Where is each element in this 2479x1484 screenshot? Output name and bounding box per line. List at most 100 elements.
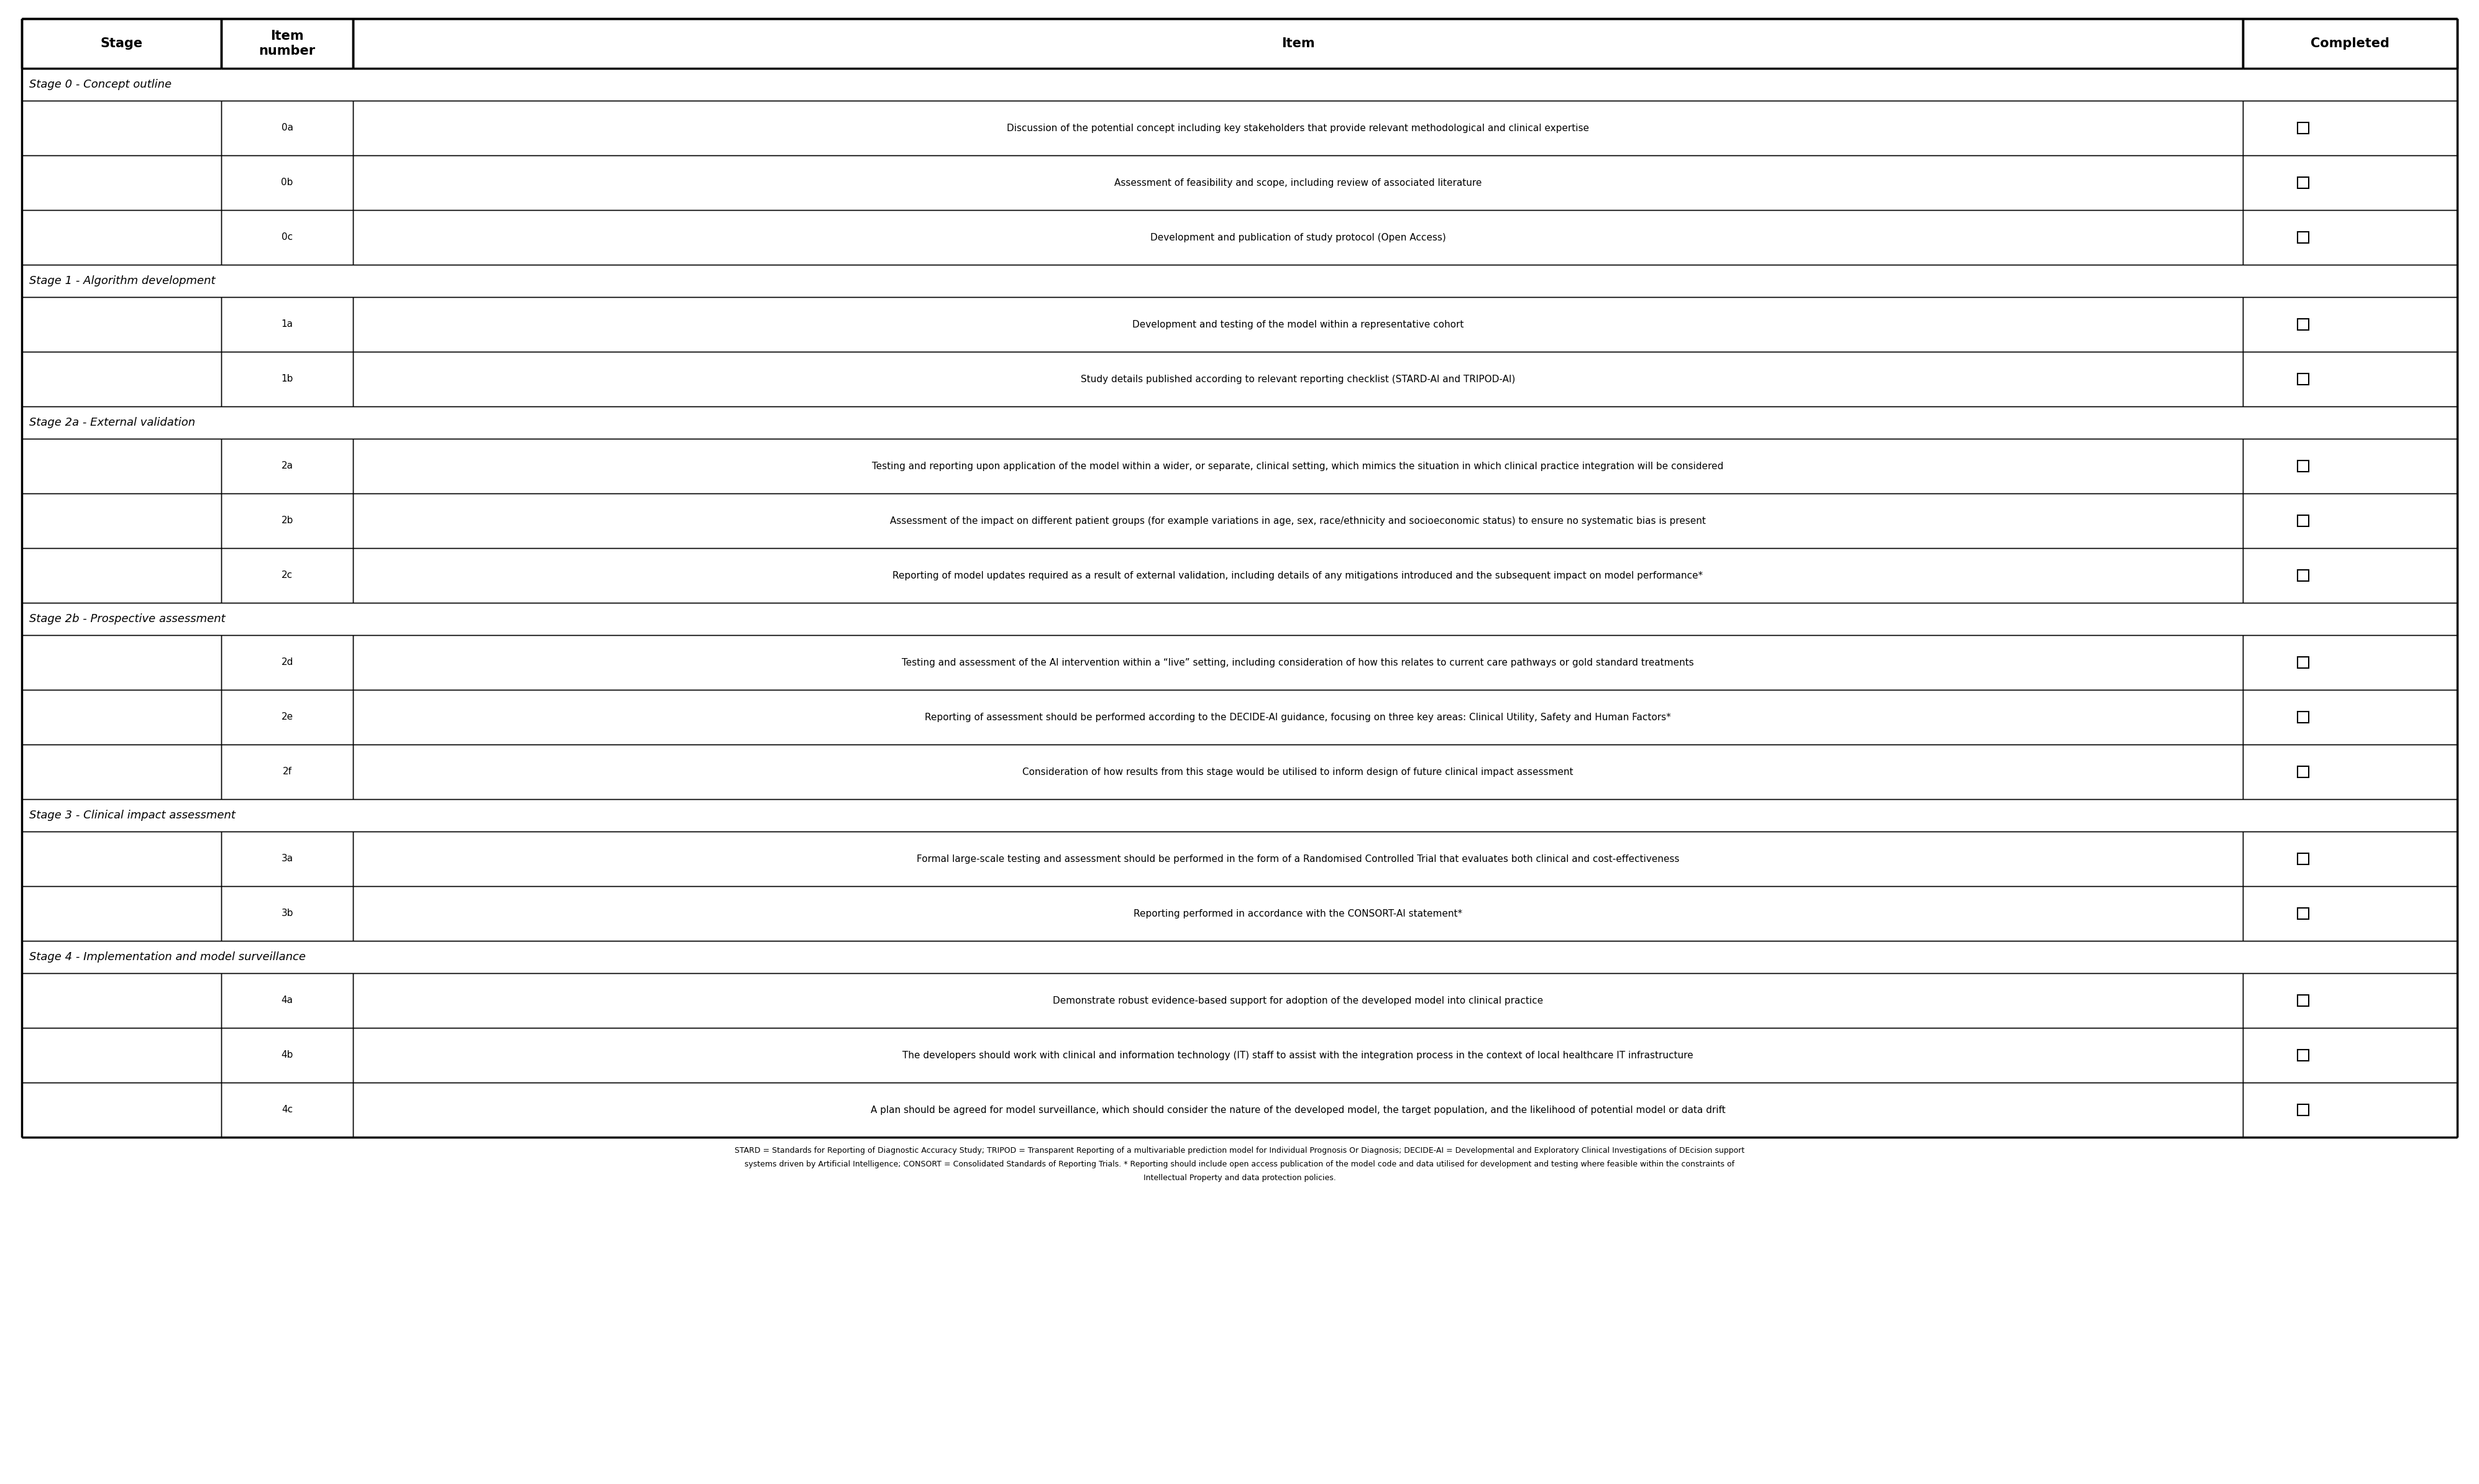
- Bar: [352, 1082, 2243, 1137]
- Text: Stage 3 - Clinical impact assessment: Stage 3 - Clinical impact assessment: [30, 810, 236, 821]
- Bar: [2243, 690, 2457, 745]
- Bar: [221, 690, 352, 745]
- Bar: [221, 548, 352, 603]
- Text: Study details published according to relevant reporting checklist (STARD-AI and : Study details published according to rel…: [1081, 374, 1515, 384]
- Bar: [352, 745, 2243, 800]
- Text: Item: Item: [1282, 37, 1314, 50]
- Bar: [2298, 570, 2308, 582]
- Bar: [352, 886, 2243, 941]
- Bar: [22, 603, 2457, 635]
- Bar: [2243, 297, 2457, 352]
- Bar: [221, 297, 352, 352]
- Text: Reporting of assessment should be performed according to the DECIDE-AI guidance,: Reporting of assessment should be perfor…: [925, 712, 1671, 721]
- Text: Stage 2b - Prospective assessment: Stage 2b - Prospective assessment: [30, 613, 226, 625]
- Text: Demonstrate robust evidence-based support for adoption of the developed model in: Demonstrate robust evidence-based suppor…: [1054, 996, 1542, 1005]
- Bar: [2243, 831, 2457, 886]
- Bar: [22, 211, 221, 264]
- Bar: [352, 439, 2243, 493]
- Text: 1a: 1a: [280, 319, 293, 329]
- Text: Testing and reporting upon application of the model within a wider, or separate,: Testing and reporting upon application o…: [873, 462, 1723, 470]
- Bar: [22, 745, 221, 800]
- Bar: [221, 1028, 352, 1082]
- Bar: [2243, 156, 2457, 211]
- Bar: [352, 352, 2243, 407]
- Bar: [22, 264, 2457, 297]
- Text: Item
number: Item number: [258, 30, 315, 56]
- Bar: [22, 548, 221, 603]
- Bar: [352, 297, 2243, 352]
- Bar: [22, 352, 221, 407]
- Bar: [221, 635, 352, 690]
- Text: The developers should work with clinical and information technology (IT) staff t: The developers should work with clinical…: [902, 1051, 1693, 1060]
- Text: Development and publication of study protocol (Open Access): Development and publication of study pro…: [1150, 233, 1445, 242]
- Bar: [352, 548, 2243, 603]
- Bar: [2298, 711, 2308, 723]
- Bar: [22, 690, 221, 745]
- Text: Discussion of the potential concept including key stakeholders that provide rele: Discussion of the potential concept incl…: [1006, 123, 1589, 132]
- Text: 0c: 0c: [283, 233, 293, 242]
- Bar: [2298, 853, 2308, 864]
- Text: STARD = Standards for Reporting of Diagnostic Accuracy Study; TRIPOD = Transpare: STARD = Standards for Reporting of Diagn…: [734, 1147, 1745, 1155]
- Bar: [2298, 374, 2308, 384]
- Bar: [2243, 211, 2457, 264]
- Bar: [2298, 232, 2308, 243]
- Bar: [2243, 1028, 2457, 1082]
- Bar: [22, 156, 221, 211]
- Bar: [221, 831, 352, 886]
- Text: 2f: 2f: [283, 767, 293, 776]
- Bar: [2298, 460, 2308, 472]
- Text: Reporting performed in accordance with the CONSORT-AI statement*: Reporting performed in accordance with t…: [1133, 908, 1463, 919]
- Text: 3b: 3b: [280, 908, 293, 919]
- Bar: [22, 1028, 221, 1082]
- Bar: [221, 101, 352, 156]
- Bar: [221, 352, 352, 407]
- Text: 1b: 1b: [280, 374, 293, 384]
- Bar: [22, 407, 2457, 439]
- Text: Completed: Completed: [2310, 37, 2390, 50]
- Bar: [352, 1028, 2243, 1082]
- Bar: [2298, 994, 2308, 1006]
- Text: 0a: 0a: [280, 123, 293, 132]
- Text: 4a: 4a: [280, 996, 293, 1005]
- Text: 2b: 2b: [280, 516, 293, 525]
- Text: Stage 1 - Algorithm development: Stage 1 - Algorithm development: [30, 276, 216, 286]
- Text: Testing and assessment of the AI intervention within a “live” setting, including: Testing and assessment of the AI interve…: [902, 657, 1693, 668]
- Bar: [2298, 766, 2308, 778]
- Bar: [22, 297, 221, 352]
- Bar: [2243, 548, 2457, 603]
- Bar: [352, 831, 2243, 886]
- Text: Assessment of feasibility and scope, including review of associated literature: Assessment of feasibility and scope, inc…: [1113, 178, 1482, 187]
- Bar: [22, 941, 2457, 974]
- Bar: [221, 156, 352, 211]
- Text: 4b: 4b: [280, 1051, 293, 1060]
- Bar: [221, 439, 352, 493]
- Bar: [22, 635, 221, 690]
- Bar: [22, 886, 221, 941]
- Text: 4c: 4c: [283, 1106, 293, 1114]
- Text: Intellectual Property and data protection policies.: Intellectual Property and data protectio…: [1143, 1174, 1336, 1181]
- Bar: [2298, 177, 2308, 188]
- Bar: [221, 974, 352, 1028]
- Bar: [221, 1082, 352, 1137]
- Text: 0b: 0b: [280, 178, 293, 187]
- Text: 2c: 2c: [283, 571, 293, 580]
- Text: Reporting of model updates required as a result of external validation, includin: Reporting of model updates required as a…: [892, 571, 1703, 580]
- Bar: [2243, 352, 2457, 407]
- Bar: [2243, 745, 2457, 800]
- Bar: [352, 493, 2243, 548]
- Bar: [2243, 493, 2457, 548]
- Bar: [2298, 122, 2308, 134]
- Bar: [221, 493, 352, 548]
- Bar: [22, 831, 221, 886]
- Text: 2e: 2e: [280, 712, 293, 721]
- Text: 3a: 3a: [280, 855, 293, 864]
- Bar: [221, 886, 352, 941]
- Bar: [2298, 319, 2308, 329]
- Bar: [22, 68, 2457, 101]
- Bar: [2298, 1049, 2308, 1061]
- Bar: [221, 19, 352, 68]
- Bar: [2298, 657, 2308, 668]
- Text: Stage 2a - External validation: Stage 2a - External validation: [30, 417, 196, 429]
- Bar: [352, 211, 2243, 264]
- Text: Stage 0 - Concept outline: Stage 0 - Concept outline: [30, 79, 171, 91]
